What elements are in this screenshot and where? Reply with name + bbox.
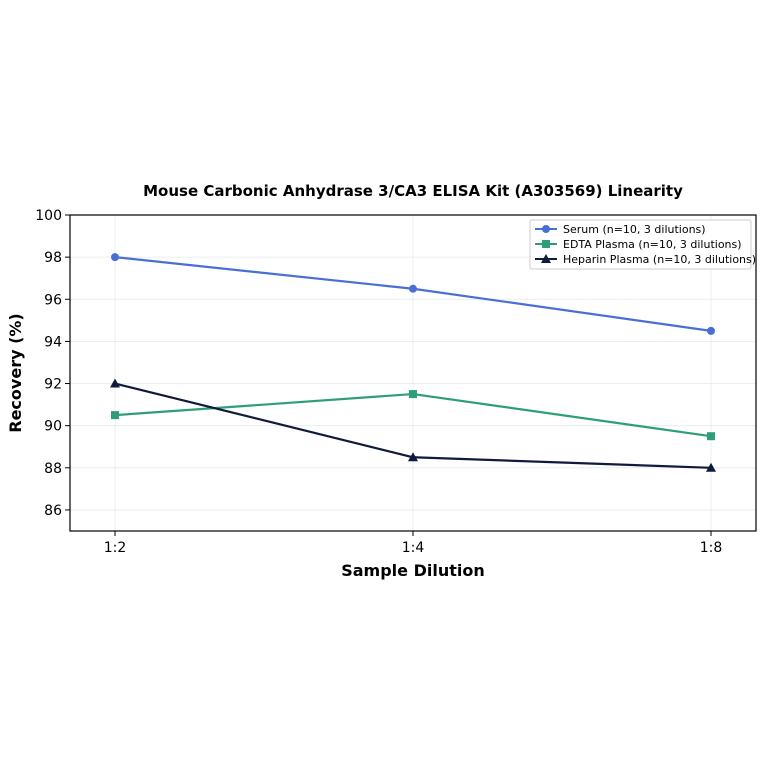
y-tick-label: 86	[44, 503, 62, 519]
data-point-2-1	[408, 452, 418, 462]
data-point-0-0	[111, 253, 119, 262]
data-point-2-0	[110, 378, 120, 388]
x-axis-label: Sample Dilution	[341, 561, 485, 580]
y-tick-label: 92	[44, 377, 62, 393]
series-layer	[110, 253, 716, 472]
legend-label-0: Serum (n=10, 3 dilutions)	[563, 223, 706, 236]
legend-label-1: EDTA Plasma (n=10, 3 dilutions)	[563, 238, 742, 251]
y-axis-label: Recovery (%)	[6, 313, 25, 432]
data-point-2-2	[706, 462, 716, 472]
x-tick-label: 1:4	[402, 540, 425, 556]
chart-title: Mouse Carbonic Anhydrase 3/CA3 ELISA Kit…	[143, 182, 683, 200]
y-tick-label: 96	[44, 292, 62, 308]
data-point-1-2	[707, 432, 715, 441]
legend: Serum (n=10, 3 dilutions) EDTA Plasma (n=…	[529, 219, 756, 270]
legend-marker-1	[542, 240, 550, 248]
x-tick-label: 1:8	[700, 540, 723, 556]
data-point-1-1	[409, 390, 417, 399]
data-point-0-1	[409, 284, 417, 293]
y-tick-label: 94	[44, 334, 62, 350]
y-tick-label: 90	[44, 419, 62, 435]
y-tick-label: 100	[35, 208, 62, 224]
data-point-0-2	[707, 326, 715, 335]
data-point-1-0	[111, 411, 119, 420]
axis-ticks: 86 88 90 92 94 96 98 100 1:2 1:4 1:8	[35, 208, 722, 556]
legend-label-2: Heparin Plasma (n=10, 3 dilutions)	[563, 253, 756, 266]
legend-box	[529, 219, 752, 270]
y-tick-label: 98	[44, 250, 62, 266]
legend-marker-0	[542, 225, 550, 233]
x-tick-label: 1:2	[104, 540, 127, 556]
y-tick-label: 88	[44, 461, 62, 477]
legend-marker-2	[541, 254, 551, 263]
